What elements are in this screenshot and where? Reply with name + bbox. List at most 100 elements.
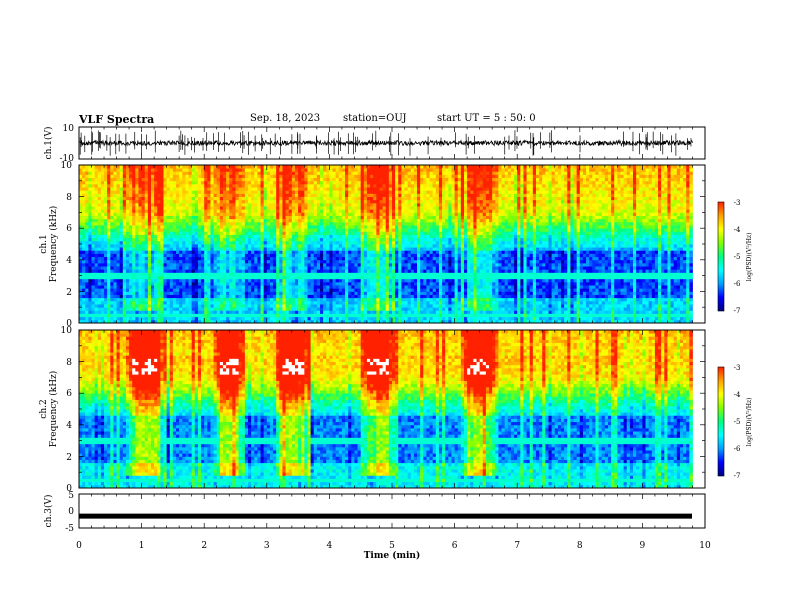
spectrogram-cell	[116, 253, 121, 258]
spectrogram-cell	[316, 319, 321, 324]
spectrogram-cell	[307, 177, 312, 182]
spectrogram-cell	[110, 180, 114, 185]
spectrogram-cell	[298, 202, 302, 207]
spectrogram-cell	[207, 300, 211, 305]
spectrogram-cell	[113, 262, 117, 267]
spectrogram-cell	[320, 215, 324, 220]
spectrogram-cell	[154, 183, 158, 188]
spectrogram-cell	[207, 272, 211, 276]
spectrogram-cell	[122, 294, 127, 299]
spectrogram-cell	[197, 319, 202, 324]
spectrogram-cell	[304, 294, 308, 299]
spectrogram-cell	[160, 183, 164, 188]
spectrogram-cell	[273, 234, 277, 239]
spectrogram-cell	[194, 244, 199, 248]
spectrogram-cell	[116, 199, 121, 204]
spectrogram-cell	[141, 218, 146, 223]
spectrogram-cell	[313, 196, 318, 201]
spectrogram-cell	[263, 291, 268, 295]
spectrogram-cell	[210, 250, 214, 254]
spectrogram-cell	[282, 177, 286, 182]
spectrogram-cell	[144, 228, 149, 232]
spectrogram-cell	[313, 193, 318, 197]
spectrogram-cell	[194, 304, 199, 308]
spectrogram-cell	[91, 278, 96, 283]
spectrogram-cell	[370, 177, 374, 182]
spectrogram-cell	[132, 294, 136, 299]
spectrogram-cell	[116, 231, 121, 235]
spectrogram-cell	[263, 310, 268, 314]
spectrogram-cell	[363, 300, 368, 305]
spectrogram-cell	[235, 234, 240, 239]
spectrogram-cell	[307, 206, 312, 210]
spectrogram-cell	[266, 168, 271, 172]
spectrogram-cell	[235, 206, 240, 210]
spectrogram-cell	[191, 171, 196, 175]
spectrogram-cell	[338, 212, 343, 216]
spectrogram-cell	[279, 171, 283, 175]
spectrogram-cell	[163, 240, 168, 245]
spectrogram-cell	[320, 240, 324, 245]
spectrogram-cell	[288, 262, 293, 267]
spectrogram-cell	[326, 231, 330, 235]
spectrogram-cell	[348, 247, 352, 251]
spectrogram-cell	[116, 288, 121, 292]
spectrogram-cell	[163, 275, 168, 280]
spectrogram-cell	[163, 165, 168, 169]
spectrogram-cell	[229, 190, 233, 194]
spectrogram-cell	[94, 202, 99, 207]
spectrogram-cell	[197, 275, 202, 280]
spectrogram-cell	[210, 313, 214, 318]
spectrogram-cell	[169, 278, 174, 283]
spectrogram-cell	[125, 316, 130, 321]
spectrogram-cell	[298, 199, 302, 204]
spectrogram-cell	[176, 288, 180, 292]
spectrogram-cell	[351, 294, 355, 299]
spectrogram-cell	[166, 193, 171, 197]
spectrogram-cell	[185, 307, 189, 311]
spectrogram-cell	[335, 177, 340, 182]
spectrogram-cell	[110, 266, 114, 270]
spectrogram-cell	[260, 190, 265, 194]
spectrogram-cell	[338, 269, 343, 273]
spectrogram-cell	[210, 209, 214, 213]
spectrogram-cell	[366, 206, 371, 210]
spectrogram-cell	[269, 193, 274, 197]
spectrogram-cell	[154, 209, 158, 213]
spectrogram-cell	[207, 171, 211, 175]
spectrogram-cell	[285, 285, 290, 289]
spectrogram-cell	[213, 285, 218, 289]
spectrogram-cell	[197, 247, 202, 251]
spectrogram-cell	[269, 256, 274, 261]
spectrogram-cell	[279, 177, 283, 182]
spectrogram-cell	[176, 244, 180, 248]
spectrogram-cell	[238, 313, 243, 318]
spectrogram-cell	[207, 190, 211, 194]
spectrogram-cell	[248, 237, 252, 242]
spectrogram-cell	[260, 209, 265, 213]
spectrogram-cell	[345, 281, 349, 286]
spectrogram-cell	[176, 294, 180, 299]
spectrogram-cell	[341, 202, 346, 207]
spectrogram-cell	[100, 183, 105, 188]
spectrogram-cell	[301, 259, 305, 264]
spectrogram-cell	[235, 199, 240, 204]
spectrogram-cell	[307, 202, 312, 207]
spectrogram-cell	[144, 202, 149, 207]
spectrogram-cell	[113, 244, 117, 248]
spectrogram-cell	[125, 180, 130, 185]
spectrogram-cell	[269, 244, 274, 248]
spectrogram-cell	[157, 269, 161, 273]
spectrogram-cell	[366, 319, 371, 324]
spectrogram-cell	[213, 272, 218, 276]
spectrogram-cell	[97, 269, 102, 273]
spectrogram-cell	[307, 187, 312, 191]
spectrogram-cell	[338, 187, 343, 191]
spectrogram-cell	[282, 215, 286, 220]
spectrogram-cell	[104, 225, 108, 229]
spectrogram-cell	[338, 244, 343, 248]
spectrogram-cell	[85, 183, 89, 188]
spectrogram-cell	[354, 300, 358, 305]
spectrogram-cell	[329, 171, 333, 175]
spectrogram-cell	[301, 206, 305, 210]
